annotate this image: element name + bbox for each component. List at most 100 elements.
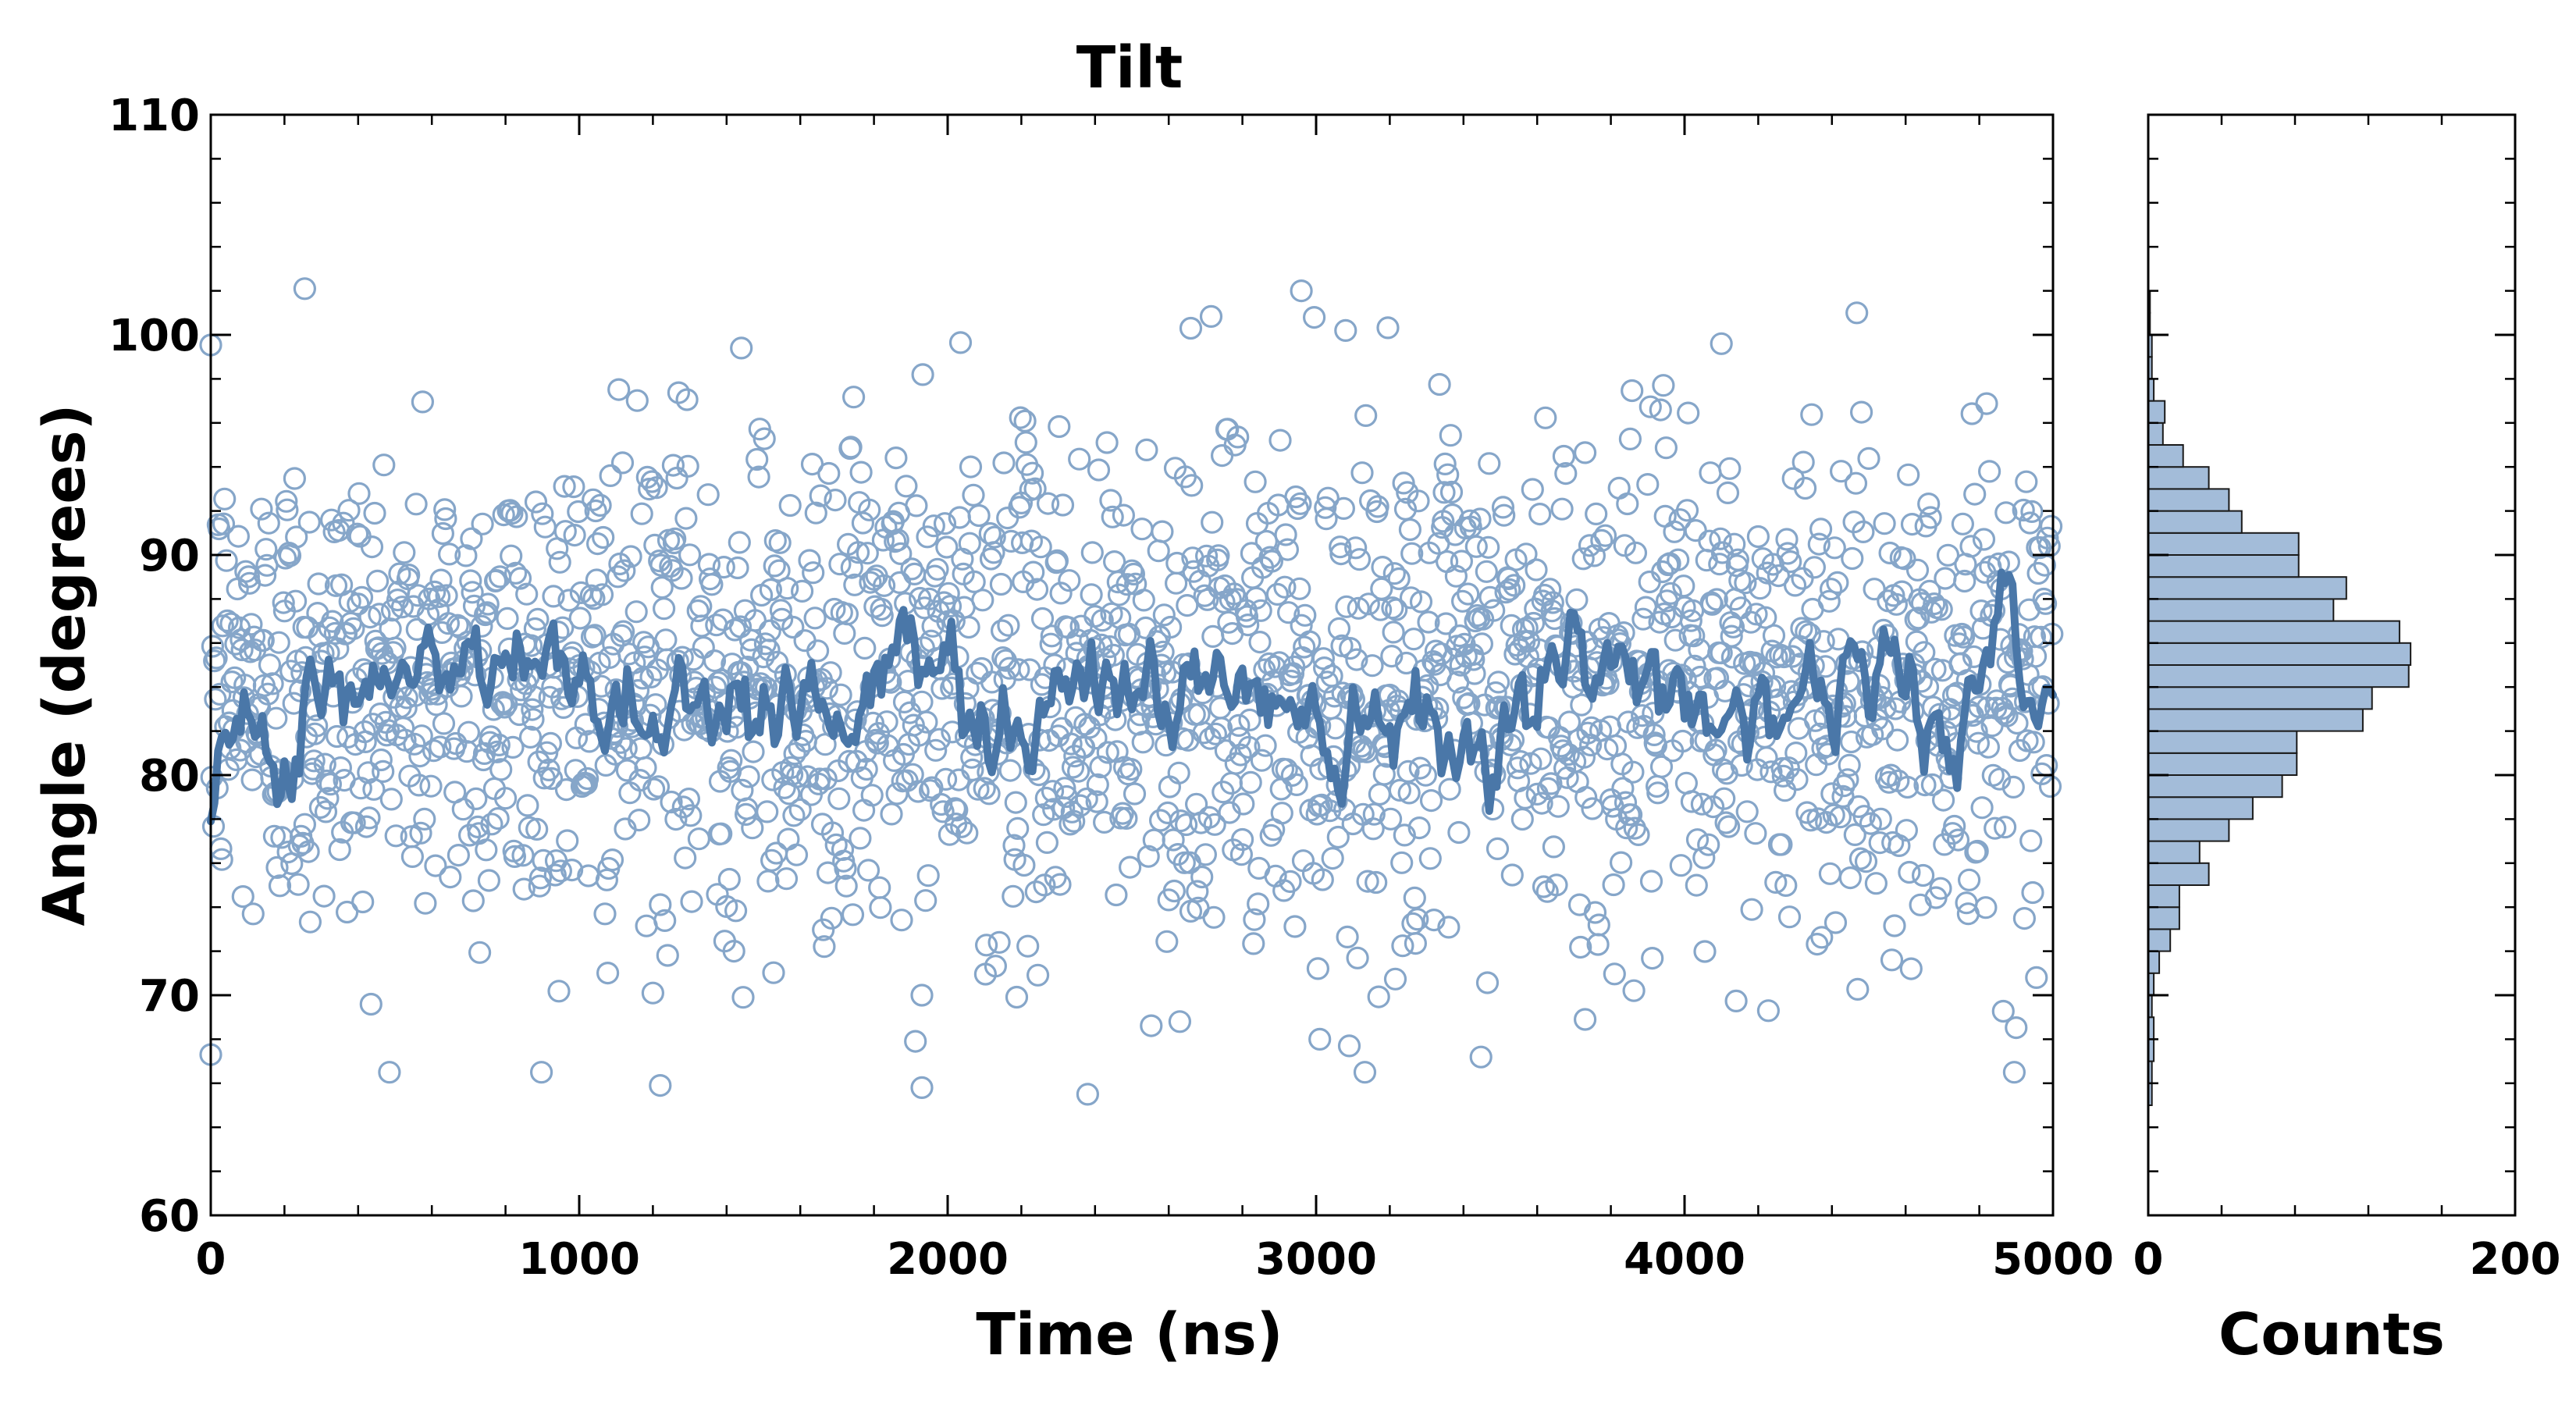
scatter-point [600, 848, 624, 872]
scatter-point [1884, 697, 1907, 720]
scatter-point [1219, 588, 1242, 611]
scatter-point [1270, 802, 1293, 825]
scatter-point [476, 592, 500, 616]
scatter-point [439, 865, 462, 889]
scatter-point [1314, 496, 1337, 519]
scatter-point [1444, 564, 1468, 588]
scatter-point [1254, 734, 1277, 757]
scatter-point [307, 572, 330, 596]
scatter-point [1907, 606, 1930, 630]
scatter-point [1439, 424, 1462, 447]
scatter-point [326, 724, 349, 749]
scatter-point [1371, 555, 1394, 579]
scatter-point [1734, 571, 1757, 595]
scatter-point [567, 500, 590, 524]
scatter-point [895, 475, 918, 498]
scatter-point [2019, 829, 2043, 852]
scatter-point [1893, 547, 1916, 571]
scatter-point [285, 525, 308, 549]
scatter-point [486, 806, 510, 831]
x-tick-label: 3000 [1255, 1234, 1377, 1285]
scatter-point [846, 541, 870, 564]
histogram-bar [2147, 488, 2230, 512]
scatter-point [316, 787, 340, 810]
scatter-point [1105, 883, 1128, 907]
scatter-point [1857, 446, 1880, 471]
scatter-point [768, 531, 792, 554]
scatter-point [358, 806, 381, 830]
scatter-point [987, 930, 1011, 954]
scatter-point [1777, 756, 1800, 780]
scatter-point [759, 578, 783, 602]
histogram-bar [2147, 708, 2364, 732]
histogram-bar [2147, 752, 2298, 776]
scatter-point [589, 493, 612, 518]
histogram-bars [2147, 290, 2412, 1107]
scatter-point [1069, 614, 1093, 638]
scatter-point [1952, 625, 1976, 649]
scatter-point [639, 665, 663, 689]
scatter-point [1612, 621, 1635, 645]
scatter-point [1960, 402, 1984, 425]
scatter-point [547, 980, 571, 1003]
scatter-point [1023, 477, 1047, 500]
scatter-point [1649, 398, 1672, 422]
scatter-point [413, 807, 436, 831]
scatter-point [613, 559, 636, 582]
y-tick-label: 100 [109, 311, 200, 361]
scatter-point [1115, 806, 1138, 831]
scatter-point [423, 580, 447, 604]
scatter-point [410, 724, 433, 748]
scatter-point [446, 614, 469, 637]
scatter-point [1400, 542, 1424, 565]
scatter-point [1843, 823, 1866, 847]
histogram-bar [2147, 554, 2300, 578]
scatter-point [880, 802, 903, 826]
scatter-point [433, 498, 457, 521]
scatter-point [629, 737, 653, 760]
scatter-point [1227, 713, 1251, 738]
scatter-point [1236, 613, 1260, 637]
scatter-point [1799, 809, 1823, 832]
scatter-point [1496, 567, 1521, 591]
scatter-point [286, 873, 310, 896]
scatter-point [1184, 792, 1208, 816]
scatter-point [635, 914, 658, 937]
scatter-point [315, 769, 339, 793]
scatter-point [1383, 967, 1407, 991]
scatter-point [1864, 872, 1888, 895]
scatter-point [1669, 854, 1692, 877]
scatter-point [1692, 846, 1716, 870]
scatter-point [473, 603, 497, 627]
scatter-point [1994, 501, 2018, 525]
scatter-point [1385, 598, 1408, 621]
scatter-point [230, 638, 254, 662]
scatter-point [998, 759, 1022, 782]
scatter-point [1636, 472, 1660, 496]
scatter-point [962, 483, 985, 507]
scatter-point [363, 501, 386, 525]
scatter-point [1912, 863, 1935, 887]
scatter-point [1810, 926, 1834, 949]
scatter-point [505, 505, 528, 528]
scatter-point [1659, 582, 1682, 605]
scatter-point [470, 614, 493, 638]
scatter-point [2015, 470, 2038, 493]
scatter-point [813, 935, 836, 959]
scatter-point [834, 856, 857, 880]
scatter-point [1546, 795, 1570, 818]
scatter-point [268, 874, 292, 898]
scatter-point [1532, 875, 1556, 898]
scatter-point [1164, 571, 1188, 595]
scatter-point [1026, 963, 1050, 987]
scatter-point [1076, 1083, 1100, 1106]
scatter-point [1239, 770, 1262, 795]
scatter-point [346, 522, 369, 546]
scatter-point [1069, 794, 1092, 817]
scatter-point [1112, 503, 1136, 527]
scatter-point [970, 656, 994, 681]
scatter-point [1879, 763, 1902, 787]
histogram-bar [2147, 510, 2243, 534]
scatter-point [419, 774, 443, 798]
scatter-point [1230, 827, 1254, 852]
